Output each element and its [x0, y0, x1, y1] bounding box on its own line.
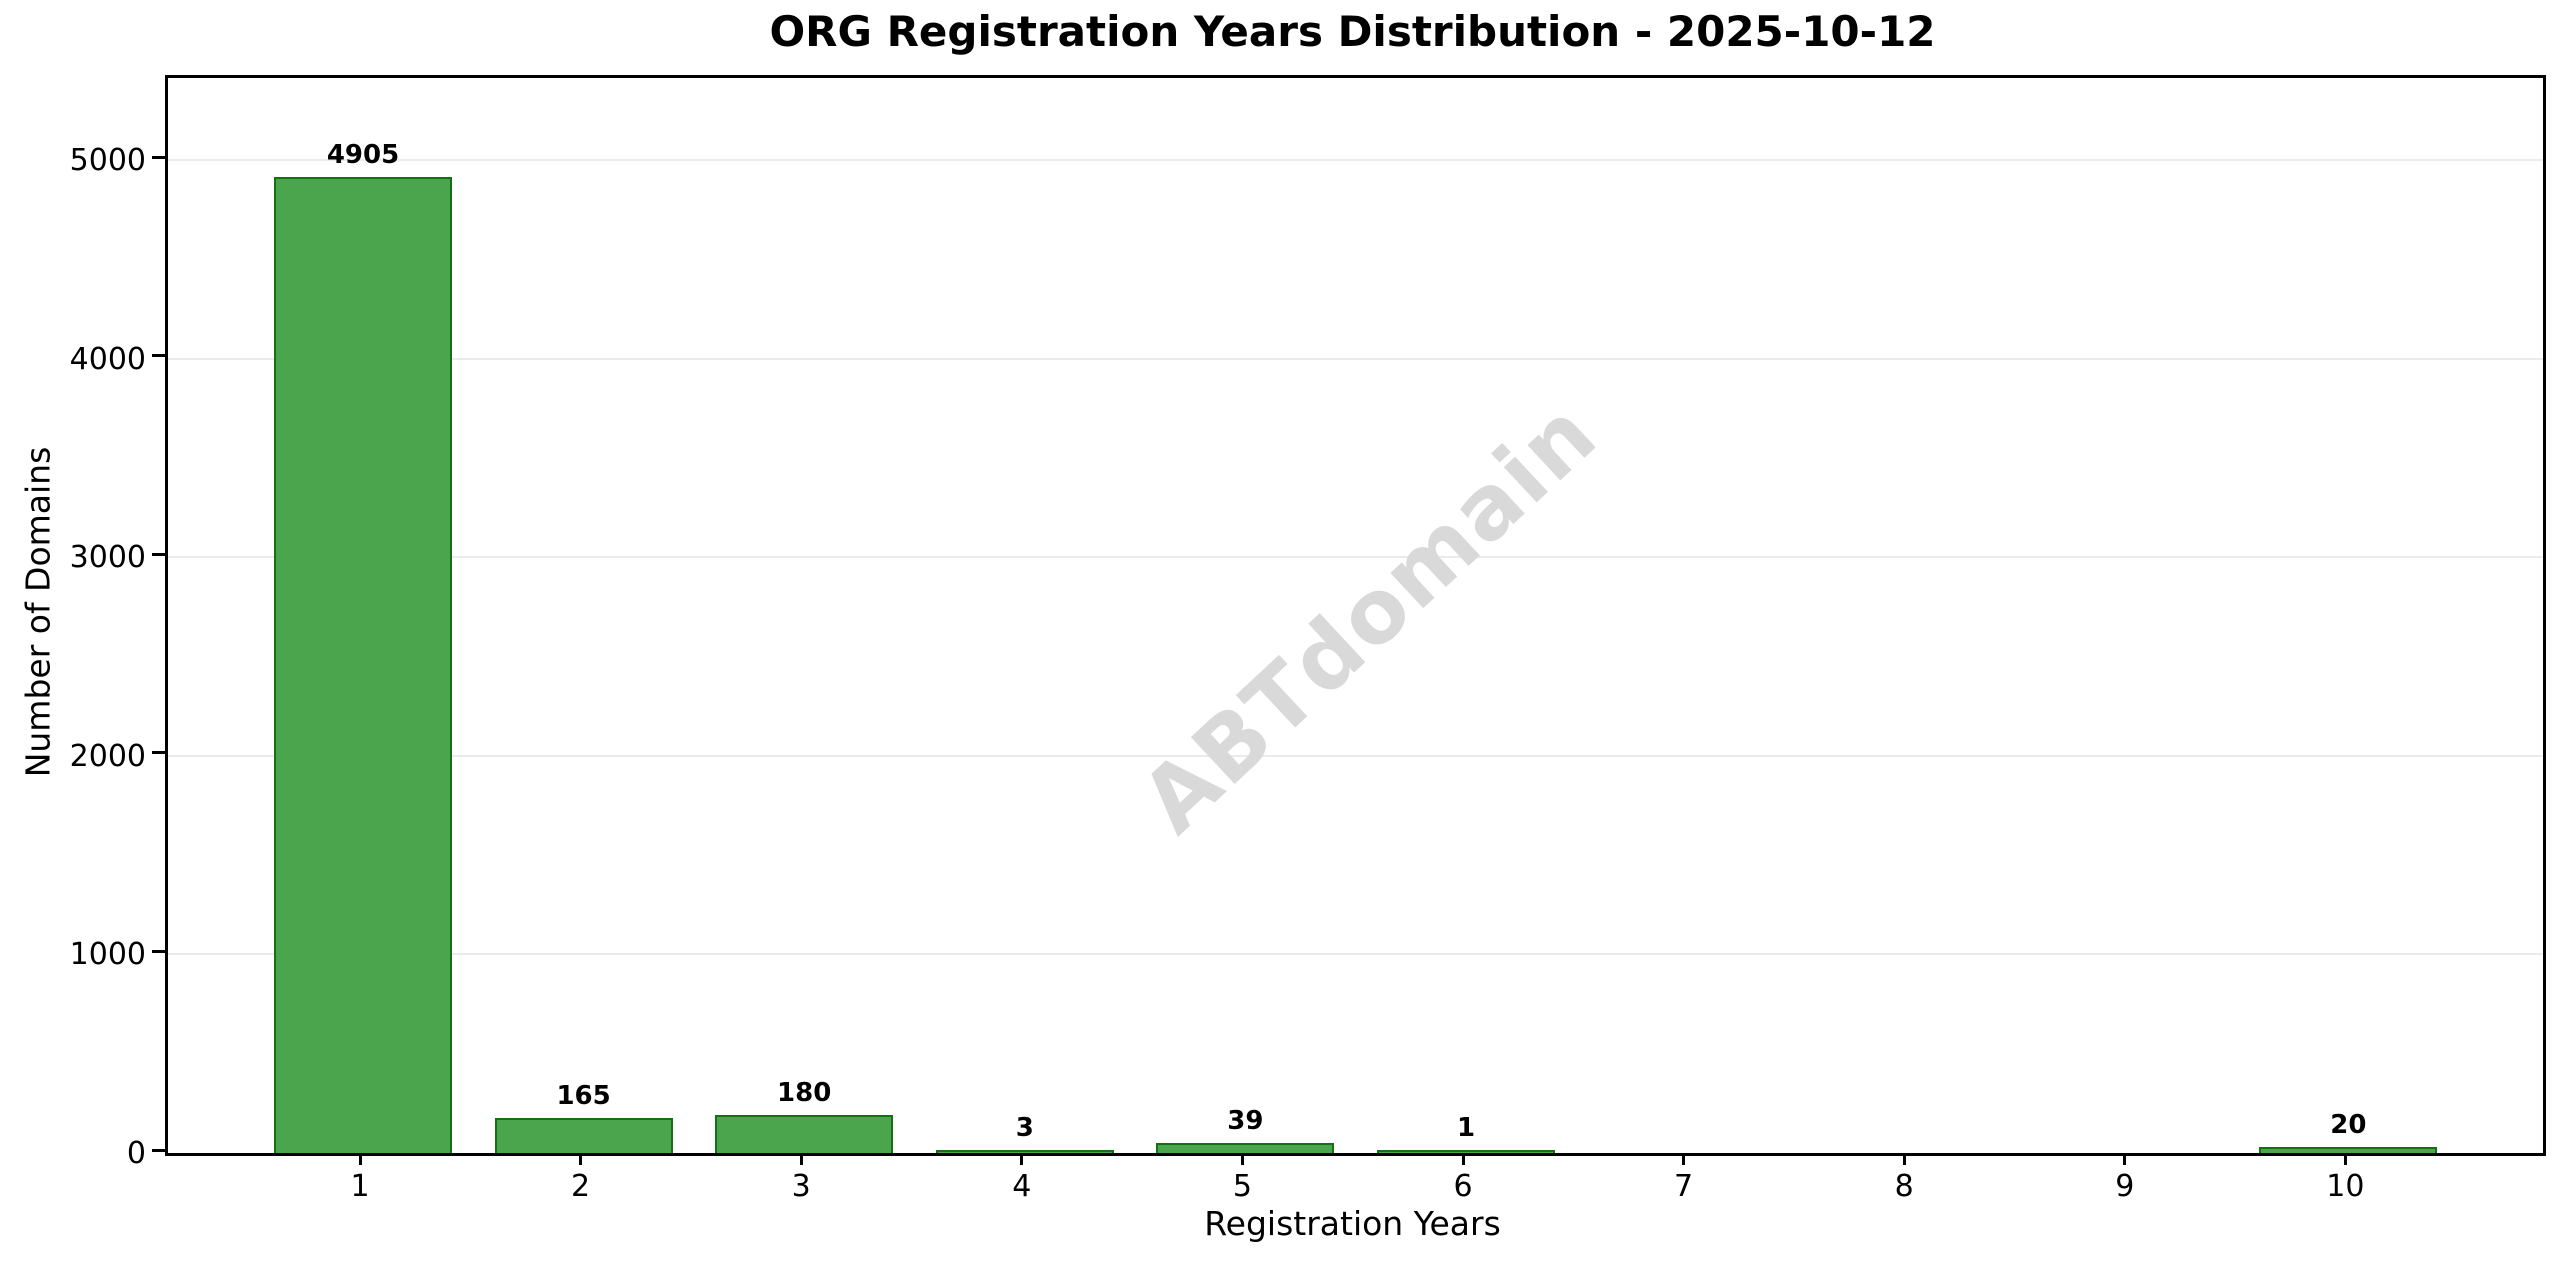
- x-tick-label-2: 2: [571, 1169, 591, 1204]
- x-tick-mark-8: [1902, 1153, 1906, 1165]
- x-tick-label-10: 10: [2326, 1169, 2365, 1204]
- y-tick-mark-3000: [152, 552, 165, 556]
- x-tick-mark-4: [1020, 1153, 1024, 1165]
- y-tick-label-3000: 3000: [69, 540, 146, 576]
- x-tick-label-6: 6: [1453, 1169, 1473, 1204]
- bar-value-label-4: 3: [1015, 1112, 1034, 1143]
- gridline-5000: [168, 159, 2543, 162]
- bar-value-label-2: 165: [556, 1080, 611, 1111]
- gridline-3000: [168, 556, 2543, 559]
- x-tick-mark-10: [2343, 1153, 2347, 1165]
- x-axis-label: Registration Years: [1204, 1204, 1501, 1243]
- x-tick-label-8: 8: [1894, 1169, 1914, 1204]
- x-tick-mark-7: [1682, 1153, 1686, 1165]
- bar-year-6: [1377, 1150, 1555, 1153]
- bar-year-5: [1156, 1142, 1335, 1153]
- x-tick-mark-3: [799, 1153, 803, 1165]
- gridline-2000: [168, 754, 2543, 757]
- bar-year-10: [2259, 1146, 2438, 1153]
- bar-year-2: [494, 1117, 673, 1153]
- bar-year-4: [935, 1149, 1114, 1153]
- bar-year-3: [715, 1114, 894, 1153]
- watermark: ABTdomain: [1121, 381, 1617, 853]
- y-tick-mark-5000: [152, 155, 165, 159]
- x-tick-label-9: 9: [2115, 1169, 2135, 1204]
- y-tick-label-1000: 1000: [69, 937, 146, 973]
- y-tick-label-2000: 2000: [69, 738, 146, 774]
- x-tick-mark-5: [1240, 1153, 1244, 1165]
- bar-value-label-1: 4905: [326, 139, 400, 170]
- x-tick-label-4: 4: [1012, 1169, 1032, 1204]
- y-tick-mark-4000: [152, 354, 165, 358]
- y-tick-label-0: 0: [126, 1136, 146, 1171]
- y-tick-mark-1000: [152, 949, 165, 953]
- y-tick-mark-0: [152, 1148, 165, 1152]
- plot-area: ABTdomain 4905 165 180 3 39 1 20: [165, 75, 2546, 1156]
- bar-value-label-3: 180: [777, 1077, 832, 1108]
- y-tick-mark-2000: [152, 751, 165, 755]
- x-tick-label-5: 5: [1232, 1169, 1252, 1204]
- bar-value-label-10: 20: [2330, 1109, 2367, 1140]
- x-tick-mark-6: [1461, 1153, 1465, 1165]
- bar-value-label-6: 1: [1456, 1113, 1476, 1144]
- bar-value-label-5: 39: [1227, 1105, 1264, 1136]
- gridline-1000: [168, 953, 2543, 956]
- y-tick-label-4000: 4000: [69, 341, 146, 377]
- y-axis-label: Number of Domains: [18, 446, 58, 778]
- x-tick-mark-2: [579, 1153, 583, 1165]
- x-tick-label-3: 3: [791, 1169, 811, 1204]
- bar-year-1: [274, 176, 452, 1153]
- x-tick-label-1: 1: [350, 1169, 370, 1204]
- gridline-4000: [168, 357, 2543, 360]
- x-tick-mark-1: [358, 1153, 362, 1165]
- x-tick-label-7: 7: [1674, 1169, 1694, 1204]
- chart-title: ORG Registration Years Distribution - 20…: [769, 7, 1936, 56]
- x-tick-mark-9: [2123, 1153, 2127, 1165]
- y-tick-label-5000: 5000: [69, 143, 146, 179]
